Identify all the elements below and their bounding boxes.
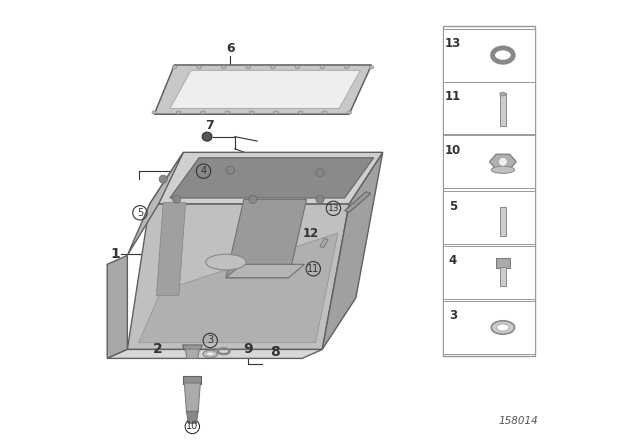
- Ellipse shape: [246, 66, 251, 69]
- Text: 3: 3: [449, 310, 457, 323]
- Text: 10: 10: [186, 422, 198, 431]
- Ellipse shape: [225, 111, 230, 114]
- Ellipse shape: [274, 111, 278, 114]
- Ellipse shape: [203, 350, 218, 358]
- Circle shape: [499, 157, 508, 166]
- Text: 4: 4: [200, 166, 207, 176]
- Polygon shape: [323, 152, 383, 349]
- Ellipse shape: [197, 66, 202, 69]
- Bar: [496, 258, 510, 268]
- Circle shape: [227, 166, 234, 174]
- Polygon shape: [185, 349, 200, 358]
- Circle shape: [173, 195, 180, 203]
- Polygon shape: [108, 349, 323, 358]
- Bar: [443, 82, 535, 134]
- Bar: [443, 135, 535, 188]
- Ellipse shape: [152, 111, 157, 114]
- Ellipse shape: [320, 66, 324, 69]
- Ellipse shape: [172, 66, 177, 69]
- Text: 6: 6: [226, 42, 235, 55]
- Ellipse shape: [369, 66, 374, 69]
- Ellipse shape: [202, 132, 212, 141]
- Polygon shape: [490, 154, 516, 169]
- Circle shape: [316, 168, 324, 177]
- Polygon shape: [157, 202, 186, 296]
- Bar: [443, 26, 535, 356]
- Ellipse shape: [296, 66, 300, 69]
- Circle shape: [159, 175, 167, 183]
- Polygon shape: [154, 65, 371, 114]
- Ellipse shape: [206, 254, 246, 270]
- Text: 1: 1: [110, 247, 120, 262]
- Text: 12: 12: [303, 227, 319, 241]
- Polygon shape: [345, 192, 371, 212]
- Polygon shape: [186, 411, 198, 423]
- Text: 4: 4: [449, 254, 457, 267]
- Text: 5: 5: [137, 208, 143, 218]
- Text: 2: 2: [153, 342, 163, 357]
- Circle shape: [316, 195, 324, 203]
- Text: 10: 10: [445, 144, 461, 157]
- Polygon shape: [170, 158, 374, 198]
- Ellipse shape: [177, 111, 181, 114]
- Bar: [500, 267, 506, 286]
- Polygon shape: [170, 70, 360, 108]
- Text: 13: 13: [328, 204, 339, 213]
- Circle shape: [249, 195, 257, 203]
- Ellipse shape: [271, 66, 275, 69]
- Polygon shape: [226, 199, 307, 278]
- Ellipse shape: [492, 166, 515, 173]
- Polygon shape: [150, 152, 383, 204]
- Text: 8: 8: [270, 345, 280, 359]
- Text: 7: 7: [205, 119, 214, 132]
- Text: 158014: 158014: [498, 416, 538, 426]
- Ellipse shape: [221, 66, 226, 69]
- Text: 3: 3: [207, 336, 213, 345]
- Ellipse shape: [500, 92, 506, 96]
- Ellipse shape: [206, 352, 214, 356]
- Ellipse shape: [323, 111, 327, 114]
- Text: 13: 13: [445, 37, 461, 50]
- Polygon shape: [127, 204, 349, 349]
- Text: 9: 9: [243, 341, 253, 356]
- Bar: [500, 94, 506, 126]
- Ellipse shape: [492, 321, 515, 334]
- Ellipse shape: [250, 111, 254, 114]
- Text: 5: 5: [449, 200, 457, 213]
- Bar: [443, 191, 535, 244]
- Polygon shape: [184, 383, 200, 412]
- Bar: [443, 246, 535, 299]
- Polygon shape: [226, 264, 305, 278]
- Ellipse shape: [345, 66, 349, 69]
- Polygon shape: [182, 345, 202, 350]
- Polygon shape: [184, 376, 202, 384]
- Polygon shape: [139, 233, 338, 343]
- Text: 11: 11: [445, 90, 461, 103]
- Bar: [443, 29, 535, 82]
- Ellipse shape: [298, 111, 303, 114]
- Bar: [500, 207, 506, 236]
- Text: 11: 11: [307, 264, 319, 274]
- Ellipse shape: [201, 111, 205, 114]
- Polygon shape: [108, 255, 127, 358]
- Ellipse shape: [497, 324, 509, 331]
- Polygon shape: [320, 238, 328, 248]
- Bar: [443, 301, 535, 354]
- Ellipse shape: [347, 111, 351, 114]
- Polygon shape: [127, 152, 184, 255]
